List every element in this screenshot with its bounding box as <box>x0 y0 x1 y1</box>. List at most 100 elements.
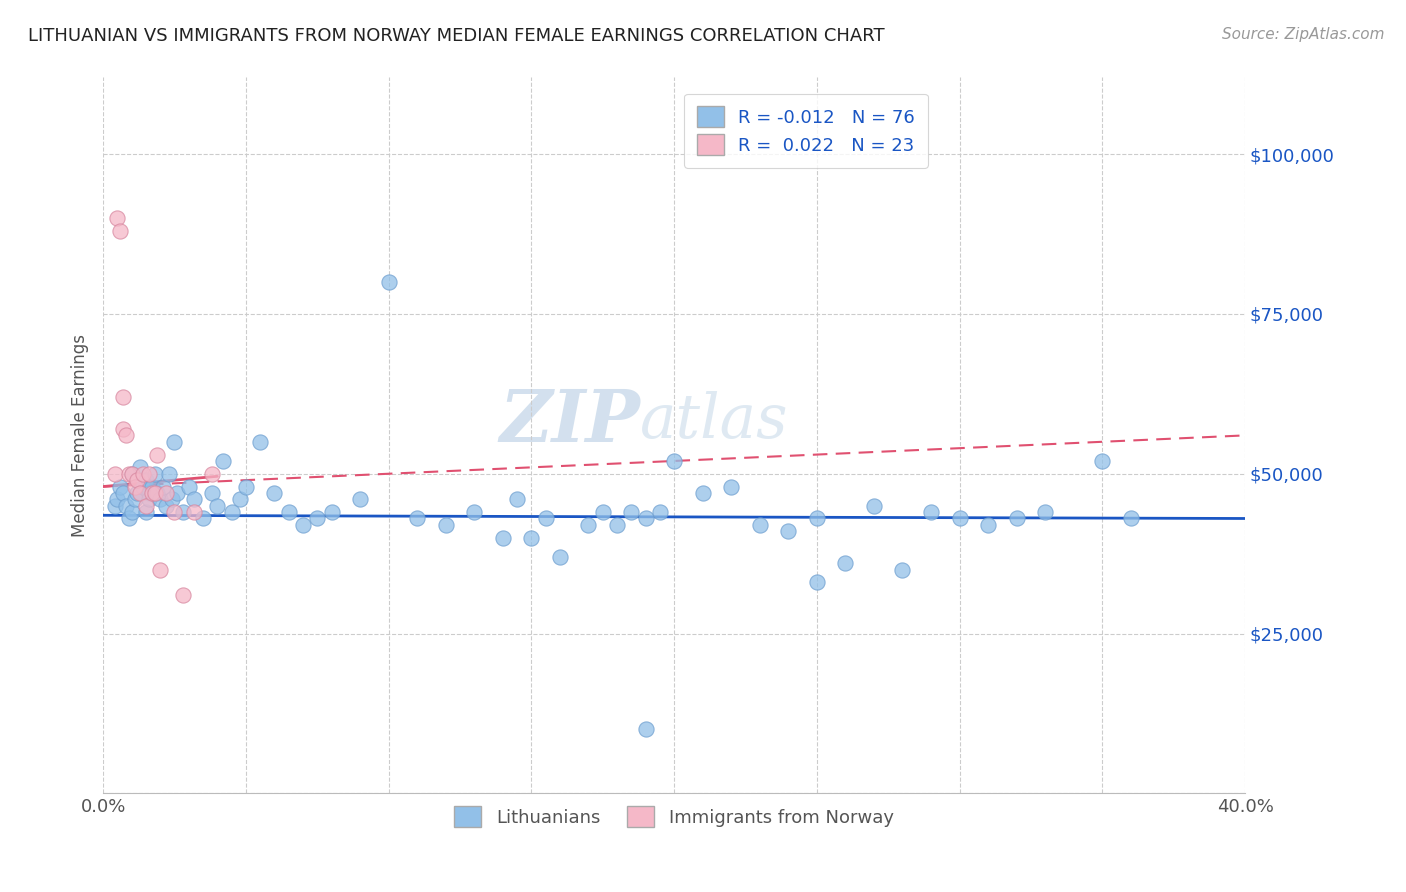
Point <box>103 467 125 481</box>
Point <box>132 479 155 493</box>
Point <box>138 467 160 481</box>
Point <box>229 492 252 507</box>
Point <box>806 511 828 525</box>
Point <box>115 499 138 513</box>
Point <box>155 486 177 500</box>
Point <box>377 275 399 289</box>
Point <box>506 492 529 507</box>
Point <box>948 511 970 525</box>
Point <box>249 434 271 449</box>
Point <box>146 486 169 500</box>
Point <box>221 505 243 519</box>
Point <box>138 492 160 507</box>
Point <box>152 479 174 493</box>
Point <box>124 492 146 507</box>
Point <box>634 511 657 525</box>
Point <box>160 492 183 507</box>
Point <box>135 505 157 519</box>
Point <box>977 517 1000 532</box>
Point <box>183 505 205 519</box>
Point <box>107 211 129 225</box>
Y-axis label: Median Female Earnings: Median Female Earnings <box>72 334 89 537</box>
Point <box>149 492 172 507</box>
Point <box>155 499 177 513</box>
Point <box>307 511 329 525</box>
Point <box>548 549 571 564</box>
Point <box>132 467 155 481</box>
Point <box>520 531 543 545</box>
Text: LITHUANIAN VS IMMIGRANTS FROM NORWAY MEDIAN FEMALE EARNINGS CORRELATION CHART: LITHUANIAN VS IMMIGRANTS FROM NORWAY MED… <box>28 27 884 45</box>
Point <box>692 486 714 500</box>
Point <box>648 505 671 519</box>
Point <box>191 511 214 525</box>
Point <box>129 486 152 500</box>
Point <box>157 467 180 481</box>
Text: Source: ZipAtlas.com: Source: ZipAtlas.com <box>1222 27 1385 42</box>
Point <box>212 454 235 468</box>
Point <box>149 563 172 577</box>
Point <box>121 467 143 481</box>
Point <box>1005 511 1028 525</box>
Point <box>183 492 205 507</box>
Point <box>177 479 200 493</box>
Text: ZIP: ZIP <box>499 385 640 457</box>
Point <box>201 486 224 500</box>
Point <box>291 517 314 532</box>
Point <box>406 511 429 525</box>
Point <box>166 486 188 500</box>
Point <box>112 422 135 436</box>
Point <box>127 486 149 500</box>
Point <box>606 517 628 532</box>
Point <box>172 505 194 519</box>
Point <box>1119 511 1142 525</box>
Point <box>863 499 886 513</box>
Point <box>235 479 257 493</box>
Point <box>492 531 515 545</box>
Point <box>129 460 152 475</box>
Point <box>141 479 163 493</box>
Point <box>263 486 285 500</box>
Point <box>124 479 146 493</box>
Point <box>138 486 160 500</box>
Point <box>207 499 229 513</box>
Point <box>121 467 143 481</box>
Point <box>578 517 600 532</box>
Point <box>118 467 141 481</box>
Text: atlas: atlas <box>640 391 789 451</box>
Point <box>534 511 557 525</box>
Point <box>112 390 135 404</box>
Point <box>891 563 914 577</box>
Point <box>127 473 149 487</box>
Point <box>321 505 343 519</box>
Point <box>146 448 169 462</box>
Point <box>620 505 643 519</box>
Point <box>115 428 138 442</box>
Point <box>135 473 157 487</box>
Point <box>110 224 132 238</box>
Point <box>112 486 135 500</box>
Point <box>135 499 157 513</box>
Point <box>806 575 828 590</box>
Point <box>634 723 657 737</box>
Point <box>121 505 143 519</box>
Point <box>592 505 614 519</box>
Point <box>277 505 299 519</box>
Point <box>201 467 224 481</box>
Point <box>349 492 371 507</box>
Point <box>834 556 856 570</box>
Point <box>172 588 194 602</box>
Point <box>163 434 186 449</box>
Point <box>110 479 132 493</box>
Point <box>141 486 163 500</box>
Point <box>463 505 485 519</box>
Point <box>163 505 186 519</box>
Point <box>103 499 125 513</box>
Point <box>920 505 942 519</box>
Point <box>1091 454 1114 468</box>
Point <box>720 479 742 493</box>
Point <box>662 454 685 468</box>
Point <box>118 511 141 525</box>
Point <box>107 492 129 507</box>
Point <box>778 524 800 539</box>
Point <box>143 467 166 481</box>
